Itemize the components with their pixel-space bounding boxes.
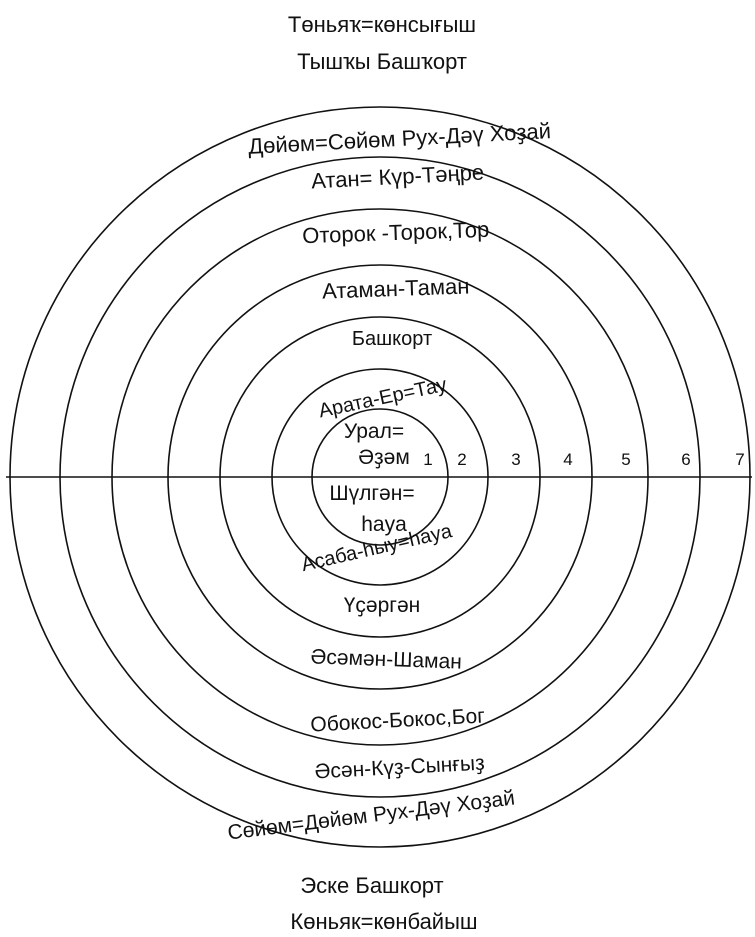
lower-label-ring4: Әсәмән-Шаман — [310, 645, 462, 673]
lower-labels: Шүлгән= hаya Асаба-hыу=hаya Үҫәргән Әсәм… — [226, 482, 516, 845]
ring-number-6: 6 — [681, 450, 690, 469]
lower-label-ring5: Обокос-Бокос,Бог — [310, 704, 486, 736]
bottom-heading-line1: Эске Башкорт — [300, 873, 443, 898]
ring-numbers: 1 2 3 4 5 6 7 — [423, 450, 744, 469]
upper-label-ring7: Дөйөм=Сөйөм Рух-Дәү Хоҙай — [248, 118, 552, 159]
upper-label-ring5: Оторок -Торок,Тор — [302, 217, 490, 249]
upper-labels: Дөйөм=Сөйөм Рух-Дәү Хоҙай Атан= Күр-Тәңр… — [248, 118, 552, 469]
top-heading-line2: Тышҡы Башҡорт — [297, 49, 467, 74]
upper-label-ring2: Арата-Ер=Тау — [317, 374, 449, 423]
upper-label-ring4: Атаман-Таман — [322, 273, 470, 303]
upper-label-ring3: Башкорт — [352, 328, 432, 350]
ring-number-2: 2 — [457, 450, 466, 469]
upper-center-line1: Урал= — [344, 420, 404, 443]
ring-number-1: 1 — [423, 450, 432, 469]
lower-center-line2: hаya — [361, 513, 407, 536]
ring-number-7: 7 — [735, 450, 744, 469]
lower-label-ring3: Үҫәргән — [344, 594, 420, 617]
top-heading-line1: Төньяҡ=көнсығыш — [288, 12, 476, 37]
lower-center-line1: Шүлгән= — [329, 482, 414, 505]
ring-number-4: 4 — [563, 450, 572, 469]
bottom-heading-line2: Көньяк=көнбайыш — [290, 909, 477, 934]
lower-label-ring6: Әсән-Күҙ-Сынғыҙ — [314, 752, 485, 784]
upper-label-ring6: Атан= Күр-Тәңре — [311, 159, 485, 193]
ring-number-5: 5 — [621, 450, 630, 469]
ring-number-3: 3 — [511, 450, 520, 469]
upper-center-line2: Әҙәм — [358, 446, 410, 469]
